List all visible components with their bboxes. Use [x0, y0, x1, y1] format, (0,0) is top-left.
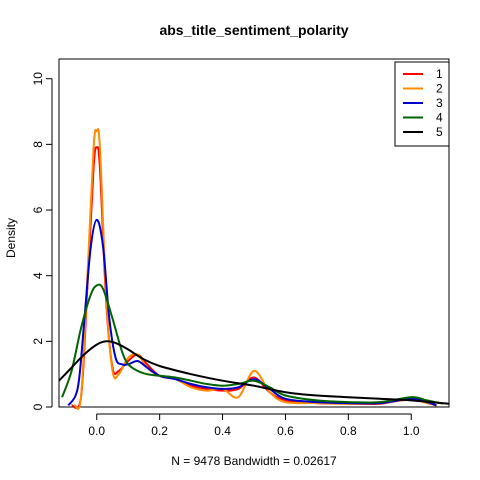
legend-label: 1 — [436, 67, 443, 81]
x-axis: 0.0 0.2 0.4 0.6 0.8 1.0 — [88, 413, 420, 438]
y-tick-label: 6 — [31, 206, 45, 213]
x-axis-label: N = 9478 Bandwidth = 0.02617 — [171, 454, 337, 468]
density-line-1 — [70, 146, 437, 410]
y-axis-label: Density — [4, 218, 18, 258]
legend-label: 2 — [436, 82, 443, 96]
x-tick-label: 1.0 — [403, 424, 420, 438]
density-line-4 — [61, 283, 443, 405]
y-tick-label: 2 — [31, 338, 45, 345]
x-tick-label: 0.4 — [214, 424, 231, 438]
x-tick-label: 0.2 — [151, 424, 168, 438]
y-tick-label: 4 — [31, 272, 45, 279]
legend-label: 3 — [436, 96, 443, 110]
y-tick-label: 10 — [31, 72, 45, 86]
x-tick-label: 0.0 — [88, 424, 105, 438]
legend-label: 5 — [436, 125, 443, 139]
chart-title: abs_title_sentiment_polarity — [159, 22, 348, 38]
series-lines — [58, 128, 450, 410]
y-axis: 0 2 4 6 8 10 — [31, 72, 53, 410]
density-line-2 — [73, 128, 437, 410]
y-tick-label: 0 — [31, 403, 45, 410]
legend-label: 4 — [436, 111, 443, 125]
plot-frame — [58, 58, 450, 408]
density-line-5 — [58, 340, 450, 405]
y-tick-label: 8 — [31, 141, 45, 148]
x-tick-label: 0.6 — [277, 424, 294, 438]
density-line-3 — [67, 218, 437, 407]
x-tick-label: 0.8 — [340, 424, 357, 438]
